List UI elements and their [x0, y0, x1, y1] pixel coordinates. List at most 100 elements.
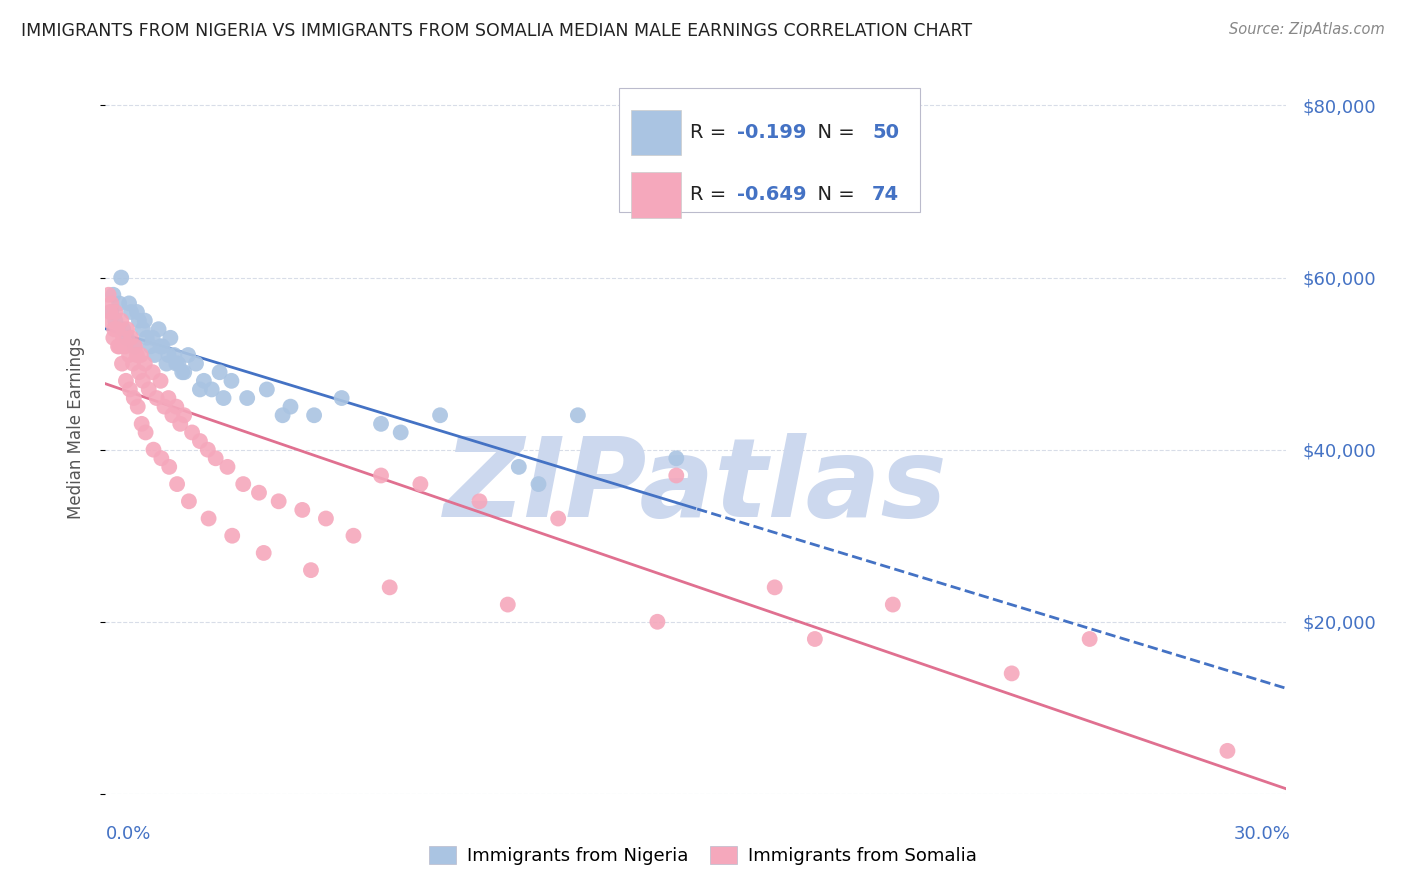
Point	[763, 580, 786, 594]
Point	[105, 322, 128, 336]
Point	[111, 357, 134, 371]
Point	[201, 383, 224, 397]
Text: 30.0%: 30.0%	[1234, 825, 1291, 843]
Point	[1216, 744, 1239, 758]
Point	[468, 494, 491, 508]
Point	[138, 383, 160, 397]
Point	[165, 400, 187, 414]
Point	[157, 459, 180, 474]
Point	[142, 331, 165, 345]
Point	[221, 529, 243, 543]
Point	[139, 339, 162, 353]
Text: IMMIGRANTS FROM NIGERIA VS IMMIGRANTS FROM SOMALIA MEDIAN MALE EARNINGS CORRELAT: IMMIGRANTS FROM NIGERIA VS IMMIGRANTS FR…	[21, 22, 972, 40]
Point	[118, 296, 141, 310]
Point	[162, 409, 184, 423]
Point	[150, 451, 173, 466]
Point	[120, 305, 142, 319]
Point	[165, 357, 187, 371]
Point	[429, 409, 451, 423]
Point	[188, 434, 211, 448]
Point	[98, 313, 121, 327]
Point	[148, 322, 170, 336]
Point	[256, 383, 278, 397]
Point	[134, 357, 156, 371]
Point	[112, 331, 135, 345]
Point	[159, 331, 181, 345]
Point	[299, 563, 322, 577]
Point	[315, 511, 337, 525]
Point	[280, 400, 302, 414]
Point	[163, 348, 186, 362]
Point	[232, 477, 254, 491]
Point	[112, 322, 135, 336]
Point	[125, 305, 148, 319]
Point	[197, 442, 219, 457]
Point	[103, 287, 125, 301]
Point	[247, 485, 270, 500]
Point	[132, 322, 155, 336]
Point	[118, 383, 141, 397]
Point	[567, 409, 589, 423]
Point	[115, 331, 138, 345]
Point	[221, 374, 243, 388]
Point	[153, 400, 176, 414]
Point	[115, 322, 138, 336]
Point	[129, 348, 152, 362]
Point	[108, 296, 131, 310]
Point	[134, 313, 156, 327]
Point	[108, 339, 131, 353]
Point	[665, 451, 688, 466]
Point	[135, 331, 157, 345]
Point	[124, 339, 146, 353]
Point	[253, 546, 276, 560]
Point	[204, 451, 226, 466]
Point	[547, 511, 569, 525]
Point	[1078, 632, 1101, 646]
Point	[124, 339, 146, 353]
Point	[409, 477, 432, 491]
Point	[100, 305, 122, 319]
Point	[142, 365, 165, 379]
Point	[120, 331, 142, 345]
Point	[122, 357, 145, 371]
Text: N =: N =	[804, 186, 860, 204]
Point	[100, 296, 122, 310]
Point	[267, 494, 290, 508]
Point	[217, 459, 239, 474]
Point	[122, 391, 145, 405]
Point	[181, 425, 204, 440]
Point	[110, 313, 132, 327]
Point	[103, 322, 125, 336]
Point	[177, 494, 200, 508]
Point	[125, 348, 148, 362]
Point	[496, 598, 519, 612]
Point	[104, 305, 127, 319]
Point	[370, 468, 392, 483]
Y-axis label: Median Male Earnings: Median Male Earnings	[66, 337, 84, 519]
Point	[97, 287, 120, 301]
Point	[665, 468, 688, 483]
Point	[149, 374, 172, 388]
Point	[152, 339, 174, 353]
Text: N =: N =	[804, 123, 860, 143]
Point	[145, 391, 167, 405]
Point	[166, 477, 188, 491]
Text: -0.199: -0.199	[737, 123, 807, 143]
Point	[172, 365, 194, 379]
Text: 0.0%: 0.0%	[105, 825, 150, 843]
Point	[208, 365, 231, 379]
Point	[647, 615, 669, 629]
Point	[370, 417, 392, 431]
Point	[135, 425, 157, 440]
Point	[389, 425, 412, 440]
Point	[128, 365, 150, 379]
Text: ZIPatlas: ZIPatlas	[444, 434, 948, 541]
Point	[212, 391, 235, 405]
FancyBboxPatch shape	[631, 172, 681, 218]
Point	[104, 313, 127, 327]
Text: 74: 74	[872, 186, 898, 204]
FancyBboxPatch shape	[631, 110, 681, 155]
Point	[271, 409, 294, 423]
Point	[197, 511, 219, 525]
Point	[291, 503, 314, 517]
